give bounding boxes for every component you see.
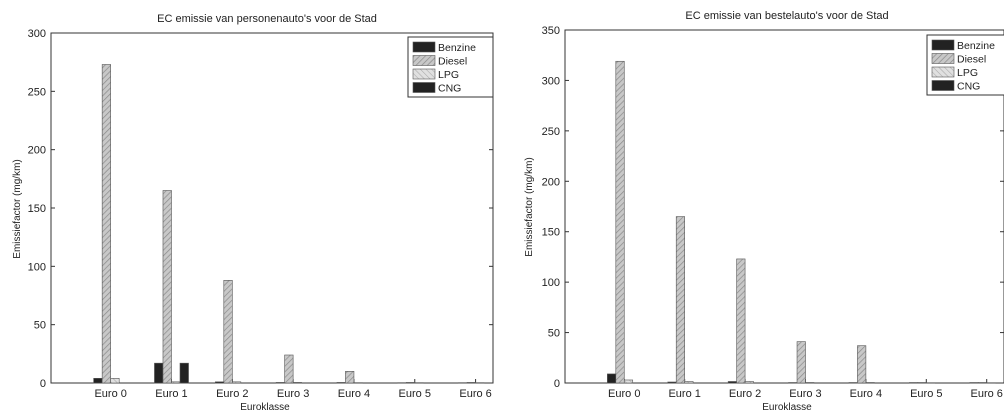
x-tick-label: Euro 4	[338, 388, 370, 400]
bar-benzine	[969, 382, 979, 384]
legend-swatch-diesel	[412, 55, 436, 66]
y-tick-label: 200	[542, 176, 560, 188]
legend-label-diesel: Diesel	[957, 54, 986, 66]
x-tick-label: Euro 4	[850, 388, 882, 400]
x-tick-label: Euro 6	[459, 388, 491, 400]
bar-diesel	[101, 64, 111, 384]
chart-bestelautos: EC emissie van bestelauto's voor de Stad…	[524, 10, 1004, 413]
bar-diesel	[977, 382, 988, 384]
bar-benzine	[607, 373, 617, 384]
legend-swatch-cng	[931, 80, 955, 91]
x-tick-label: Euro 3	[789, 388, 821, 400]
y-tick-label: 0	[40, 378, 46, 390]
bar-diesel	[405, 382, 416, 384]
bar-benzine	[667, 381, 677, 384]
x-axis-label: Euroklasse	[240, 402, 290, 413]
bar-diesel	[675, 216, 685, 384]
x-tick-label: Euro 0	[608, 388, 640, 400]
legend-swatch-benzine	[412, 41, 436, 53]
bar-lpg	[171, 381, 181, 384]
y-tick-label: 300	[542, 75, 560, 87]
bar-lpg	[865, 382, 875, 384]
y-tick-label: 50	[548, 328, 560, 340]
bar-diesel	[223, 280, 233, 384]
y-tick-label: 150	[28, 203, 46, 215]
x-tick-label: Euro 6	[970, 388, 1002, 400]
bar-lpg	[232, 381, 242, 384]
bar-diesel	[466, 382, 476, 384]
bar-diesel	[917, 382, 927, 384]
y-axis-label: Emissiefactor (mg/km)	[12, 159, 23, 258]
y-axis-label: Emissiefactor (mg/km)	[524, 157, 535, 256]
bar-benzine	[93, 378, 103, 384]
bar-diesel	[736, 258, 746, 384]
legend-swatch-benzine	[931, 39, 955, 51]
bar-diesel	[615, 60, 625, 384]
bar-benzine	[336, 382, 346, 384]
x-tick-label: Euro 2	[216, 388, 248, 400]
x-axis-label: Euroklasse	[762, 402, 812, 413]
bar-lpg	[110, 378, 120, 384]
y-tick-label: 100	[542, 277, 560, 289]
bar-benzine	[154, 362, 164, 384]
y-tick-label: 150	[542, 227, 560, 239]
legend-swatch-lpg	[412, 68, 436, 80]
x-tick-label: Euro 1	[155, 388, 187, 400]
bar-lpg	[744, 381, 754, 384]
legend-label-lpg: LPG	[957, 67, 978, 79]
bar-benzine	[214, 381, 225, 384]
legend-label-cng: CNG	[957, 81, 980, 93]
legend-label-benzine: Benzine	[957, 40, 995, 52]
legend-swatch-lpg	[931, 66, 955, 78]
bar-diesel	[345, 371, 355, 384]
x-tick-label: Euro 0	[94, 388, 126, 400]
legend-label-lpg: LPG	[438, 69, 459, 81]
axes-box	[564, 29, 1004, 384]
legend-swatch-diesel	[931, 53, 955, 64]
x-tick-label: Euro 2	[729, 388, 761, 400]
bar-cng	[179, 362, 189, 384]
legend-label-benzine: Benzine	[438, 42, 476, 54]
y-tick-label: 100	[28, 261, 46, 273]
plot-area: 0 50 100 150 200 250 300 Euro 0 Euro 1 Euro 2 Euro…	[28, 28, 494, 400]
bar-benzine	[727, 381, 737, 384]
bar-benzine	[909, 382, 919, 384]
bar-lpg	[805, 382, 815, 384]
y-tick-label: 350	[542, 25, 560, 37]
x-tick-label: Euro 5	[910, 388, 942, 400]
chart-title: EC emissie van bestelauto's voor de Stad	[685, 10, 888, 22]
y-tick-label: 200	[28, 145, 46, 157]
bar-benzine	[848, 382, 858, 384]
bar-lpg	[292, 382, 302, 384]
bar-diesel	[284, 354, 294, 384]
legend-label-diesel: Diesel	[438, 56, 467, 68]
x-tick-label: Euro 5	[399, 388, 431, 400]
bar-benzine	[275, 382, 285, 384]
y-tick-label: 300	[28, 28, 46, 40]
bar-diesel	[796, 341, 806, 384]
x-tick-label: Euro 3	[277, 388, 309, 400]
bar-lpg	[623, 379, 634, 384]
chart-title: EC emissie van personenauto's voor de St…	[157, 13, 377, 25]
x-tick-label: Euro 1	[668, 388, 700, 400]
y-tick-label: 0	[554, 378, 560, 390]
legend-swatch-cng	[412, 82, 436, 93]
bar-diesel	[162, 190, 172, 384]
y-tick-label: 250	[28, 86, 46, 98]
bar-benzine	[788, 382, 798, 384]
bar-lpg	[684, 381, 694, 384]
bar-diesel	[857, 345, 867, 384]
chart-personenautos: EC emissie van personenauto's voor de St…	[12, 13, 494, 413]
y-tick-label: 50	[34, 320, 46, 332]
y-tick-label: 250	[542, 126, 560, 138]
plot-area: 0 50 100 150 200 250 300 350 Euro 0 Euro 1 Euro 2 E…	[542, 25, 1004, 400]
legend-label-cng: CNG	[438, 83, 461, 95]
